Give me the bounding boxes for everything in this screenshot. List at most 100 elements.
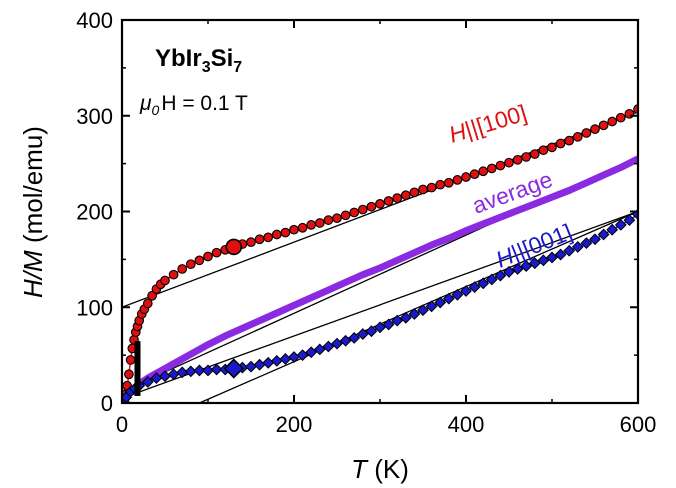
h001-point: [580, 237, 593, 250]
h001-point: [451, 288, 464, 301]
h100-point: [495, 160, 506, 171]
h001-point: [606, 223, 619, 236]
h001-point: [141, 376, 154, 388]
h100-highlight-point: [225, 238, 243, 256]
h001-point: [623, 214, 636, 227]
series-label-h100: H||[100]: [446, 100, 530, 148]
cusp-point: [134, 360, 141, 366]
h100-point: [538, 145, 549, 156]
h100-point: [564, 135, 575, 146]
h100-point: [452, 175, 463, 185]
h100-point: [323, 215, 334, 225]
h001-point: [391, 314, 404, 327]
h001-point: [442, 292, 455, 305]
h100-point: [529, 149, 540, 159]
cusp-point: [134, 348, 141, 354]
h001-point: [176, 366, 189, 379]
compound-main: YbIr: [155, 45, 202, 72]
h100-point: [194, 255, 205, 266]
h001-point: [571, 241, 584, 253]
h100-point: [461, 172, 471, 182]
cusp-point: [134, 356, 141, 362]
cusp-point: [134, 379, 141, 385]
h100-point: [203, 251, 213, 262]
h001-point: [202, 364, 214, 377]
field-mu: μ: [139, 92, 152, 115]
h001-point: [477, 277, 490, 290]
h001-point: [339, 334, 352, 347]
cusp-point: [134, 367, 141, 373]
cusp-point: [134, 383, 141, 389]
h100-point: [555, 138, 566, 149]
h100-point: [607, 116, 618, 127]
h100-point: [142, 298, 153, 309]
h001-point: [614, 218, 627, 231]
h100-point: [254, 234, 265, 245]
h100-point: [375, 198, 385, 209]
h001-point: [331, 337, 343, 350]
x-tick-label: 0: [116, 412, 128, 437]
h001-point: [503, 265, 515, 278]
field-label: μ0H = 0.1 T: [139, 92, 248, 118]
series-label-h100-rest: ||[100]: [462, 100, 530, 143]
y-tick-label: 300: [76, 104, 113, 129]
h001-point: [597, 228, 610, 241]
cusp-point: [134, 375, 141, 381]
h001-point: [279, 353, 292, 365]
h100-point: [289, 224, 299, 235]
h001-point: [322, 340, 335, 353]
h100-point: [409, 187, 420, 198]
h100-point: [624, 108, 635, 119]
x-axis-title: T (K): [351, 454, 409, 484]
h100-point: [177, 264, 188, 274]
h001-point: [365, 325, 378, 338]
h100-point: [383, 196, 394, 206]
h001-point: [245, 360, 257, 373]
h100-point: [521, 152, 532, 162]
h001-point: [589, 233, 601, 246]
h001-point: [374, 321, 386, 334]
h100-point: [168, 269, 179, 280]
h001-point: [434, 296, 447, 309]
h001-point: [382, 318, 395, 331]
h100-point: [314, 218, 325, 228]
fit-line-h001-1: [199, 210, 638, 403]
h100-point: [160, 275, 170, 286]
h100-point: [211, 247, 222, 258]
h001-point: [485, 273, 498, 286]
h001-point: [511, 263, 524, 275]
cusp-point: [134, 344, 141, 350]
h100-point: [263, 232, 274, 243]
h001-point: [563, 244, 576, 257]
h100-point: [349, 207, 360, 218]
h100-point: [185, 259, 196, 270]
h100-point: [512, 154, 523, 165]
h001-point: [262, 356, 275, 369]
y-tick-label: 0: [101, 391, 113, 416]
h001-point: [348, 331, 361, 344]
cusp-point: [134, 387, 141, 393]
h100-point: [124, 369, 134, 380]
h100-point: [306, 220, 317, 230]
h100-point: [400, 190, 411, 201]
h001-point: [528, 257, 541, 270]
h100-point: [147, 290, 157, 301]
h001-point: [296, 349, 309, 362]
h001-highlight-point: [223, 358, 244, 379]
h100-point: [547, 142, 557, 153]
h100-point: [598, 120, 609, 131]
data-series: [122, 104, 638, 403]
h001-point: [253, 358, 266, 371]
x-axis-unit: (K): [367, 454, 409, 484]
cusp-point: [134, 371, 141, 377]
h001-point: [408, 308, 421, 320]
h100-point: [615, 112, 626, 123]
compound-sub-si: 7: [233, 59, 242, 76]
y-tick-label: 200: [76, 200, 113, 225]
h001-point: [417, 304, 429, 317]
h001-point: [313, 343, 326, 356]
field-sub: 0: [152, 102, 160, 118]
x-tick-label: 600: [620, 412, 657, 437]
cusp-point: [134, 352, 141, 358]
